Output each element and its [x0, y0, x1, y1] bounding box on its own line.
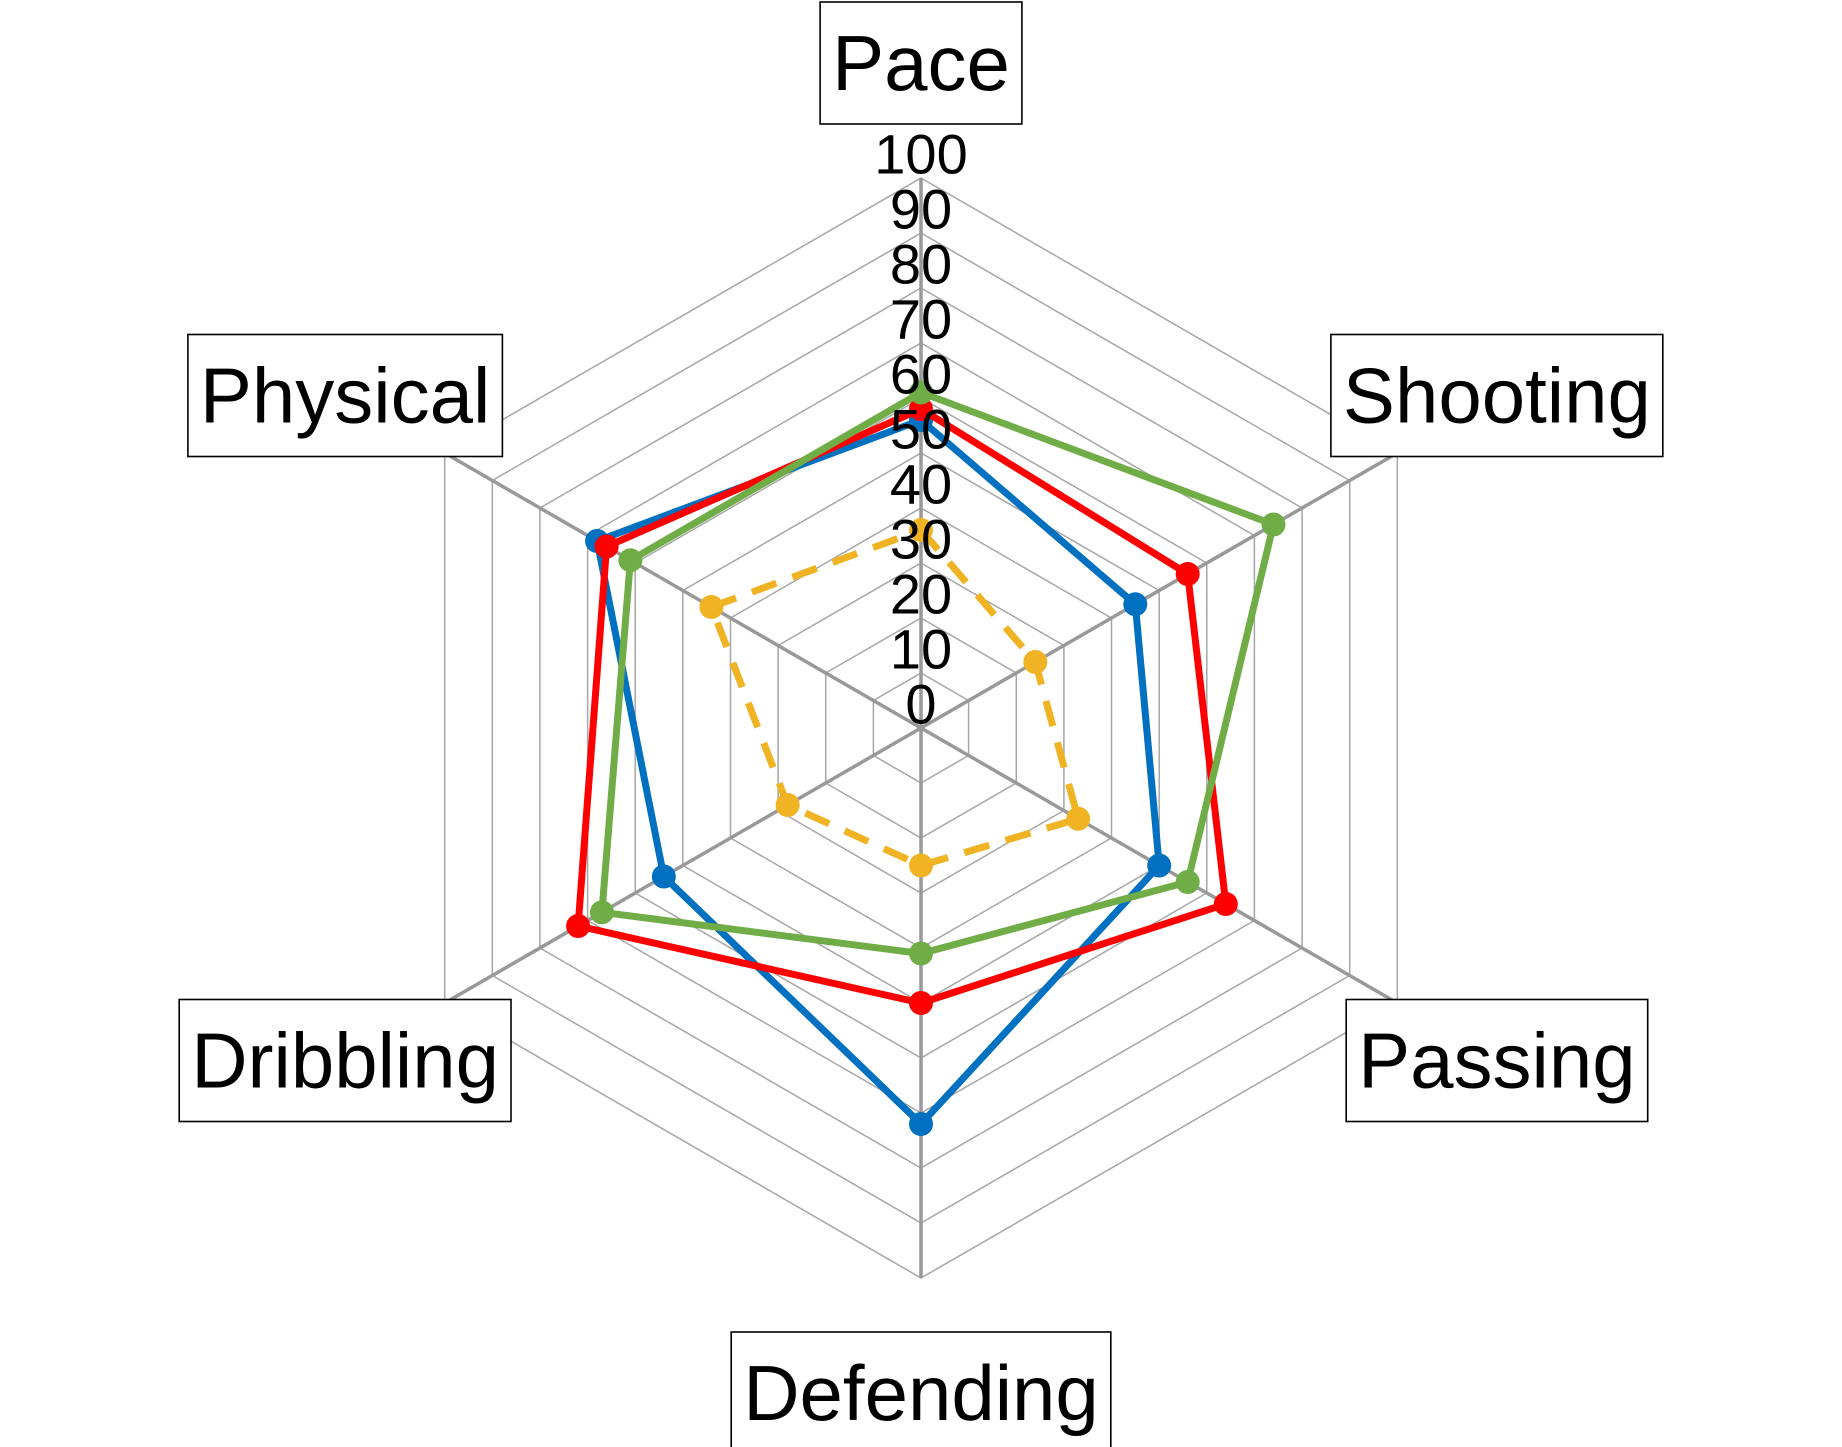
axis-labels: Pace Shooting Passing Defending Dribbling Phy…: [178, 1, 1664, 1447]
axis-label-dribbling: Dribbling: [178, 998, 512, 1123]
spoke-dribbling: [443, 726, 922, 1005]
axis-label-pace: Pace: [819, 1, 1023, 125]
series-4-point-shooting: [1023, 650, 1048, 674]
series-3-point-dribbling: [589, 900, 614, 925]
axis-label-passing: Passing: [1345, 998, 1649, 1123]
tick-label-10: 10: [890, 618, 952, 681]
axis-label-box: [178, 998, 512, 1123]
series-2-point-physical: [594, 534, 619, 559]
axis-label-text: Passing: [1358, 1017, 1636, 1105]
series-4-point-passing: [1066, 806, 1091, 831]
tick-label-90: 90: [890, 178, 952, 241]
axis-label-text: Pace: [832, 19, 1010, 107]
series-4-point-pace: [909, 518, 933, 542]
axis-label-box: [1330, 333, 1664, 458]
series-1-point-shooting: [1123, 592, 1148, 617]
series-3-point-defending: [909, 941, 933, 966]
axis-label-physical: Physical: [187, 333, 504, 458]
series-4-point-physical: [699, 595, 724, 619]
series-4-point-dribbling: [775, 793, 800, 817]
axis-label-text: Dribbling: [191, 1017, 499, 1105]
series-2-point-defending: [909, 991, 933, 1015]
axis-label-box: [819, 1, 1023, 125]
tick-label-30: 30: [890, 508, 952, 571]
tick-label-60: 60: [890, 343, 952, 406]
tick-label-100: 100: [874, 123, 967, 186]
series-2-point-shooting: [1175, 562, 1200, 586]
series-layer: [566, 380, 1286, 1136]
axis-label-text: Physical: [200, 352, 490, 440]
tick-label-70: 70: [890, 288, 952, 351]
series-line-1: [593, 416, 1163, 1128]
series-3-point-passing: [1175, 870, 1200, 894]
series-2-point-dribbling: [566, 914, 591, 938]
series-2-point-pace: [909, 397, 933, 421]
tick-label-50: 50: [890, 398, 952, 461]
axis-label-text: Defending: [743, 1349, 1099, 1437]
tick-label-0: 0: [905, 673, 936, 736]
axis-label-shooting: Shooting: [1330, 333, 1664, 458]
series-1-point-dribbling: [651, 864, 676, 889]
spoke-shooting: [920, 451, 1399, 730]
spoke-physical: [443, 451, 922, 730]
series-4-point-defending: [909, 853, 933, 878]
tick-label-40: 40: [890, 453, 952, 516]
axis-label-box: [187, 333, 504, 458]
series-1-point-passing: [1147, 853, 1172, 878]
series-2-point-passing: [1213, 892, 1238, 916]
series-3-point-pace: [909, 380, 933, 405]
tick-label-80: 80: [890, 233, 952, 296]
series-3-point-shooting: [1261, 512, 1286, 537]
axis-label-box: [1345, 998, 1649, 1123]
series-3-point-physical: [618, 548, 643, 573]
axis-label-text: Shooting: [1343, 352, 1651, 440]
series-1-point-defending: [909, 1112, 933, 1136]
axis-label-box: [730, 1331, 1112, 1447]
axis-label-defending: Defending: [730, 1331, 1112, 1447]
tick-label-20: 20: [890, 563, 952, 626]
